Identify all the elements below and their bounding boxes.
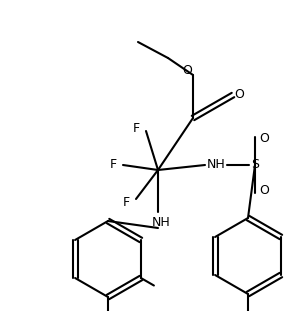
- Text: F: F: [122, 196, 130, 208]
- Text: O: O: [234, 89, 244, 101]
- Text: S: S: [251, 159, 259, 171]
- Text: O: O: [259, 132, 269, 146]
- Text: F: F: [109, 159, 117, 171]
- Text: O: O: [259, 184, 269, 197]
- Text: NH: NH: [206, 157, 225, 170]
- Text: F: F: [132, 122, 140, 134]
- Text: NH: NH: [152, 216, 171, 230]
- Text: O: O: [182, 64, 192, 77]
